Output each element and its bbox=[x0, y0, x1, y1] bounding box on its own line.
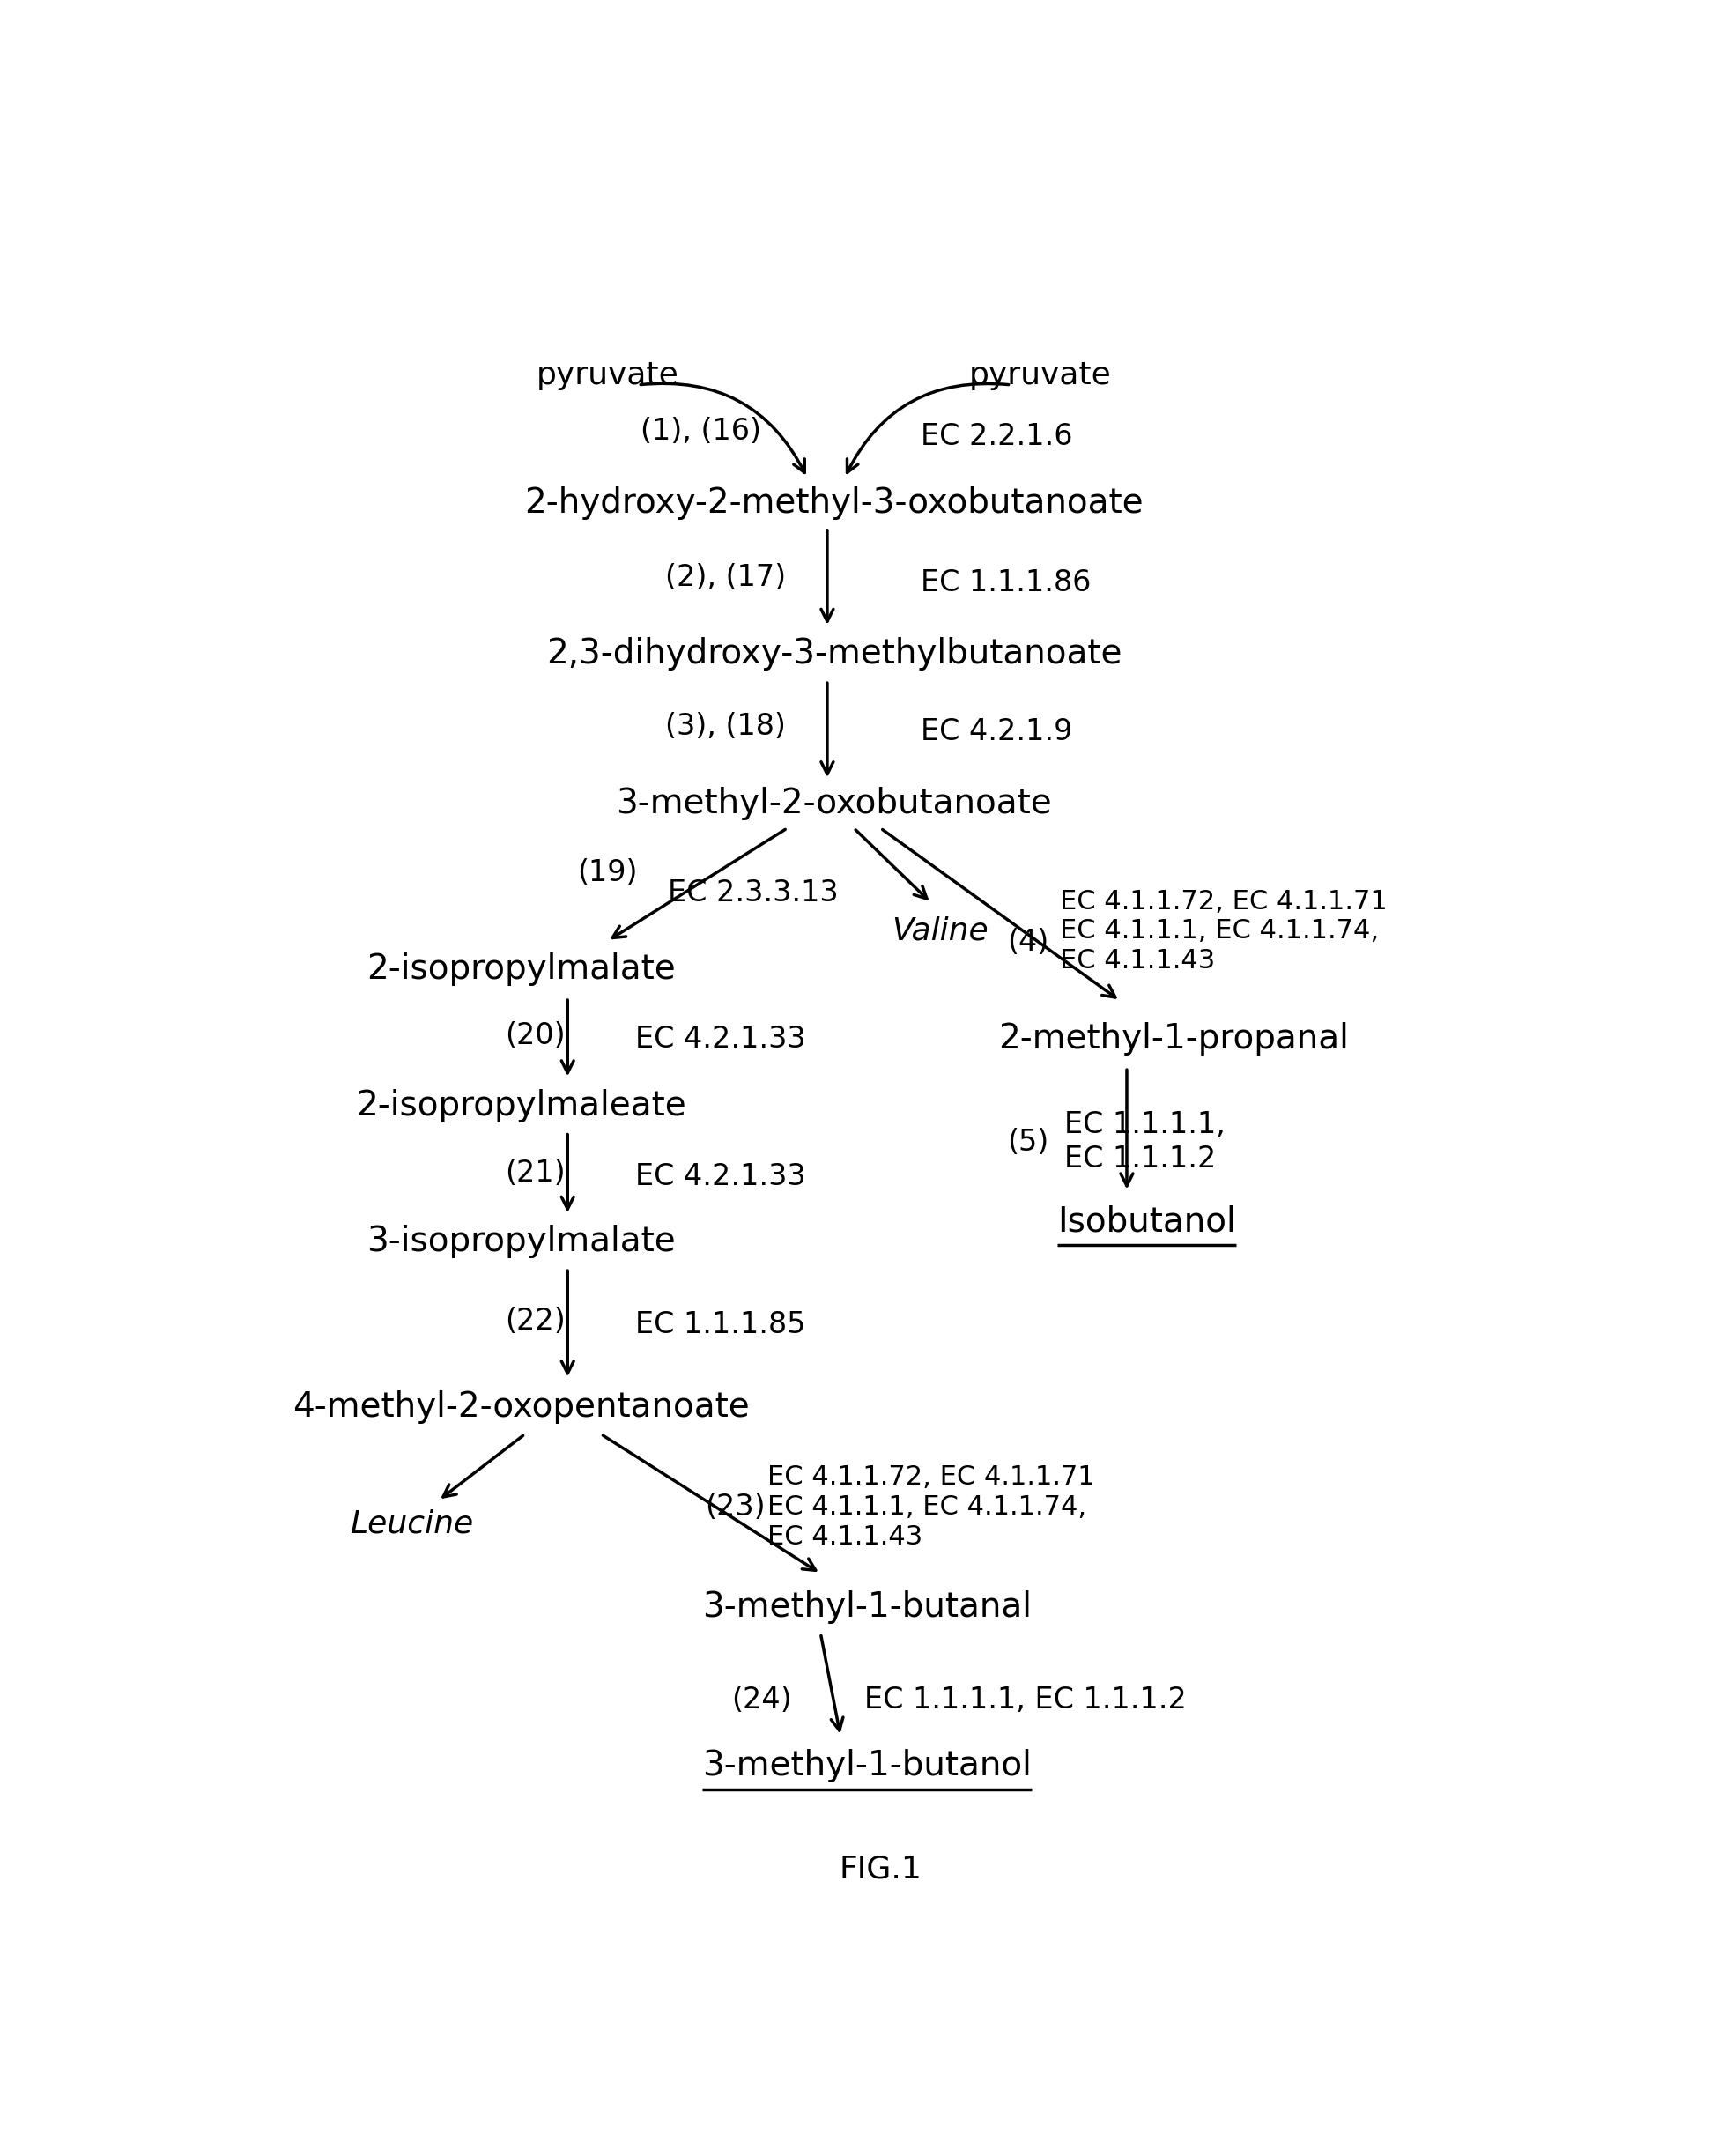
Text: (2), (17): (2), (17) bbox=[665, 563, 785, 593]
Text: pyruvate: pyruvate bbox=[969, 360, 1112, 390]
Text: FIG.1: FIG.1 bbox=[838, 1854, 923, 1884]
Text: 3-methyl-1-butanal: 3-methyl-1-butanal bbox=[703, 1589, 1033, 1623]
Text: 3-methyl-1-butanol: 3-methyl-1-butanol bbox=[703, 1749, 1033, 1783]
Text: 2-isopropylmalate: 2-isopropylmalate bbox=[366, 953, 675, 985]
Text: 2,3-dihydroxy-3-methylbutanoate: 2,3-dihydroxy-3-methylbutanoate bbox=[546, 636, 1122, 671]
Text: (24): (24) bbox=[732, 1686, 792, 1714]
Text: EC 2.3.3.13: EC 2.3.3.13 bbox=[667, 877, 838, 908]
Text: EC 1.1.1.86: EC 1.1.1.86 bbox=[921, 567, 1091, 597]
Text: (21): (21) bbox=[505, 1160, 565, 1188]
Text: (23): (23) bbox=[704, 1492, 765, 1522]
Text: EC 4.2.1.33: EC 4.2.1.33 bbox=[636, 1162, 806, 1192]
Text: (22): (22) bbox=[505, 1307, 565, 1337]
Text: 2-hydroxy-2-methyl-3-oxobutanoate: 2-hydroxy-2-methyl-3-oxobutanoate bbox=[524, 485, 1144, 520]
Text: Leucine: Leucine bbox=[350, 1509, 474, 1539]
Text: 4-methyl-2-oxopentanoate: 4-methyl-2-oxopentanoate bbox=[292, 1391, 749, 1425]
Text: 3-isopropylmalate: 3-isopropylmalate bbox=[366, 1225, 675, 1259]
Text: (19): (19) bbox=[577, 858, 637, 888]
Text: EC 2.2.1.6: EC 2.2.1.6 bbox=[921, 423, 1072, 451]
Text: EC 4.2.1.33: EC 4.2.1.33 bbox=[636, 1024, 806, 1054]
Text: EC 1.1.1.85: EC 1.1.1.85 bbox=[636, 1311, 806, 1339]
Text: pyruvate: pyruvate bbox=[536, 360, 679, 390]
Text: (3), (18): (3), (18) bbox=[665, 711, 785, 742]
Text: 2-isopropylmaleate: 2-isopropylmaleate bbox=[356, 1089, 685, 1121]
Text: (4): (4) bbox=[1007, 927, 1048, 957]
Text: 2-methyl-1-propanal: 2-methyl-1-propanal bbox=[998, 1022, 1349, 1056]
Text: EC 4.2.1.9: EC 4.2.1.9 bbox=[921, 718, 1072, 746]
Text: (20): (20) bbox=[505, 1022, 565, 1050]
Text: EC 4.1.1.72, EC 4.1.1.71
EC 4.1.1.1, EC 4.1.1.74,
EC 4.1.1.43: EC 4.1.1.72, EC 4.1.1.71 EC 4.1.1.1, EC … bbox=[768, 1464, 1094, 1550]
Text: Valine: Valine bbox=[892, 916, 990, 946]
Text: (5): (5) bbox=[1007, 1128, 1048, 1156]
Text: (1), (16): (1), (16) bbox=[641, 416, 761, 446]
Text: Isobutanol: Isobutanol bbox=[1058, 1205, 1235, 1238]
Text: EC 1.1.1.1,
EC 1.1.1.2: EC 1.1.1.1, EC 1.1.1.2 bbox=[1063, 1110, 1225, 1173]
Text: EC 4.1.1.72, EC 4.1.1.71
EC 4.1.1.1, EC 4.1.1.74,
EC 4.1.1.43: EC 4.1.1.72, EC 4.1.1.71 EC 4.1.1.1, EC … bbox=[1060, 888, 1388, 975]
Text: EC 1.1.1.1, EC 1.1.1.2: EC 1.1.1.1, EC 1.1.1.2 bbox=[864, 1686, 1187, 1714]
Text: 3-methyl-2-oxobutanoate: 3-methyl-2-oxobutanoate bbox=[617, 787, 1051, 819]
